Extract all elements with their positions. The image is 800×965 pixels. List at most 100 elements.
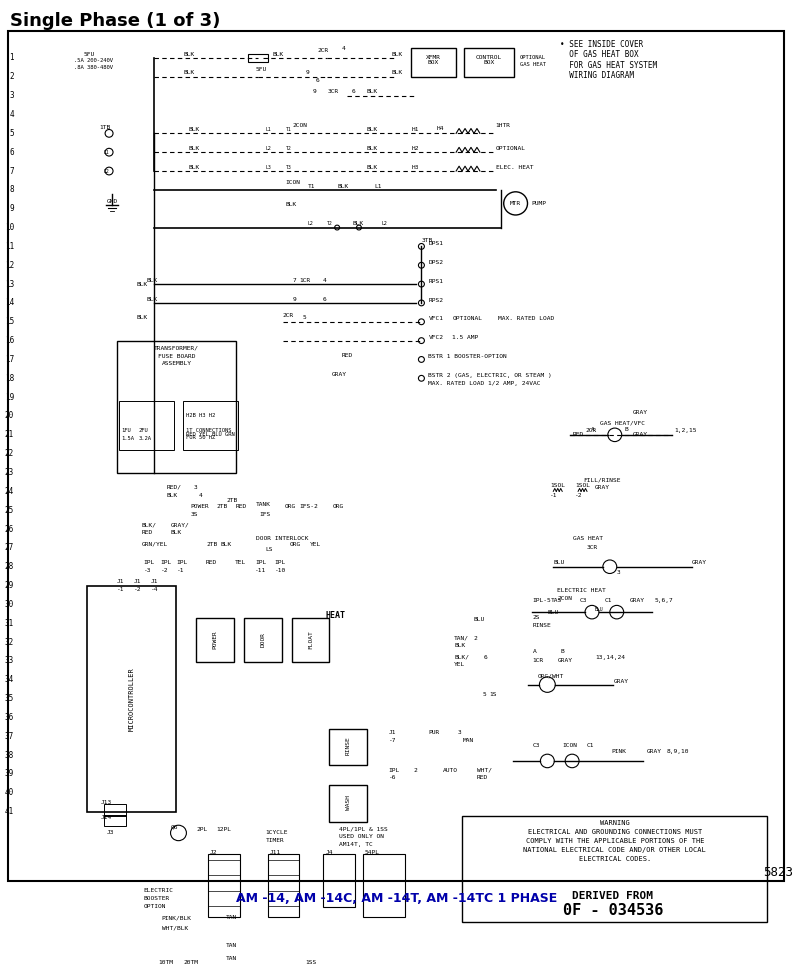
- Text: GRN/YEL: GRN/YEL: [142, 541, 168, 546]
- Bar: [117, 341, 236, 473]
- Text: IPL: IPL: [144, 561, 155, 565]
- Text: L1: L1: [103, 150, 109, 154]
- Circle shape: [504, 192, 527, 215]
- Text: 13: 13: [5, 280, 14, 289]
- Text: GRAY: GRAY: [646, 749, 662, 754]
- Text: MAX. RATED LOAD 1/2 AMP, 24VAC: MAX. RATED LOAD 1/2 AMP, 24VAC: [428, 380, 541, 386]
- Text: -10: -10: [274, 568, 286, 573]
- Text: A: A: [591, 427, 594, 431]
- Text: RINSE: RINSE: [346, 736, 350, 756]
- Text: BLK: BLK: [392, 51, 403, 57]
- Text: 1.5 AMP: 1.5 AMP: [452, 335, 478, 341]
- Circle shape: [418, 356, 424, 363]
- Circle shape: [418, 281, 424, 287]
- Text: L2: L2: [266, 146, 271, 151]
- Text: BLK: BLK: [367, 127, 378, 132]
- Circle shape: [181, 938, 202, 959]
- Text: TAN/: TAN/: [454, 636, 469, 641]
- Text: RED: RED: [573, 432, 584, 437]
- Text: CONTROL
BOX: CONTROL BOX: [476, 54, 502, 66]
- Text: BLK: BLK: [273, 51, 284, 57]
- Text: 35: 35: [5, 694, 14, 703]
- Text: ORG: ORG: [285, 504, 296, 509]
- Text: GAS HEAT/VFC: GAS HEAT/VFC: [600, 421, 645, 426]
- Text: T1: T1: [307, 183, 315, 188]
- Text: GRAY: GRAY: [633, 432, 648, 437]
- Text: L2: L2: [307, 221, 313, 226]
- Text: 3: 3: [458, 730, 462, 735]
- Text: 1TB: 1TB: [99, 125, 110, 130]
- Text: BLU: BLU: [554, 561, 565, 565]
- Text: OPTIONAL: OPTIONAL: [452, 317, 482, 321]
- Text: 21: 21: [5, 430, 14, 439]
- Text: TAN: TAN: [226, 916, 238, 921]
- Text: 12PL: 12PL: [216, 827, 231, 832]
- Circle shape: [105, 167, 113, 175]
- Text: FLOAT: FLOAT: [308, 630, 313, 649]
- Text: FUSE BOARD: FUSE BOARD: [158, 353, 195, 359]
- Circle shape: [418, 262, 424, 268]
- Text: BLU: BLU: [595, 607, 603, 612]
- Text: L2: L2: [103, 169, 109, 174]
- Text: RED: RED: [236, 504, 247, 509]
- Bar: [291, 619, 329, 662]
- Text: T2: T2: [286, 146, 291, 151]
- Text: XFMR
BOX: XFMR BOX: [426, 54, 441, 66]
- Text: 13,14,24: 13,14,24: [595, 654, 625, 659]
- Text: TEL: TEL: [235, 561, 246, 565]
- Text: TANK: TANK: [256, 502, 271, 507]
- Text: IPL: IPL: [255, 561, 266, 565]
- Text: J4: J4: [326, 850, 333, 855]
- Text: C1: C1: [587, 743, 594, 748]
- Text: -11: -11: [255, 568, 266, 573]
- Text: 17: 17: [5, 355, 14, 364]
- Text: J1: J1: [389, 730, 396, 735]
- Text: 4: 4: [198, 493, 202, 498]
- Text: BOOSTER: BOOSTER: [144, 896, 170, 901]
- Text: USED ONLY ON: USED ONLY ON: [339, 835, 384, 840]
- Circle shape: [585, 605, 599, 619]
- Text: 2FU: 2FU: [139, 428, 149, 433]
- Text: 23: 23: [5, 468, 14, 477]
- Text: 30: 30: [5, 600, 14, 609]
- Bar: [87, 586, 177, 812]
- Text: 20TM: 20TM: [183, 960, 198, 965]
- Text: TAN: TAN: [226, 956, 238, 961]
- Text: 34: 34: [5, 676, 14, 684]
- Text: 2CR: 2CR: [282, 314, 294, 318]
- Text: 37: 37: [5, 731, 14, 741]
- Text: VFC2: VFC2: [428, 335, 443, 341]
- Circle shape: [105, 129, 113, 137]
- Text: -1: -1: [550, 493, 558, 498]
- Text: .5A 200-240V: .5A 200-240V: [74, 58, 114, 64]
- Text: MTR: MTR: [510, 201, 522, 206]
- Text: BLK: BLK: [188, 127, 200, 132]
- Text: 36: 36: [5, 713, 14, 722]
- Bar: [196, 619, 234, 662]
- Circle shape: [603, 560, 617, 573]
- Text: 33: 33: [5, 656, 14, 666]
- Text: 9: 9: [306, 70, 309, 75]
- Text: 5,6,7: 5,6,7: [654, 598, 673, 603]
- Text: 6: 6: [352, 90, 356, 95]
- Text: C3: C3: [580, 598, 587, 603]
- Text: 1.5A: 1.5A: [121, 436, 134, 441]
- Text: OPTION: OPTION: [144, 904, 166, 909]
- Text: 22: 22: [5, 449, 14, 458]
- Text: B: B: [560, 648, 564, 653]
- Text: 9: 9: [312, 90, 316, 95]
- Circle shape: [541, 755, 554, 768]
- Text: AUTO: AUTO: [443, 767, 458, 773]
- Text: GRAY: GRAY: [595, 485, 610, 490]
- Text: BLK: BLK: [454, 644, 466, 648]
- Text: 2CR: 2CR: [318, 47, 329, 53]
- Text: DERIVED FROM: DERIVED FROM: [572, 891, 654, 900]
- Text: BLK: BLK: [367, 90, 378, 95]
- Text: BLK: BLK: [183, 70, 194, 75]
- Text: GRAY: GRAY: [633, 409, 648, 415]
- Text: T1: T1: [286, 127, 291, 132]
- Text: TRANSFORMER/: TRANSFORMER/: [154, 345, 199, 351]
- Text: 2TB: 2TB: [206, 541, 218, 546]
- Text: 8: 8: [10, 185, 14, 194]
- Text: 1S: 1S: [489, 692, 496, 698]
